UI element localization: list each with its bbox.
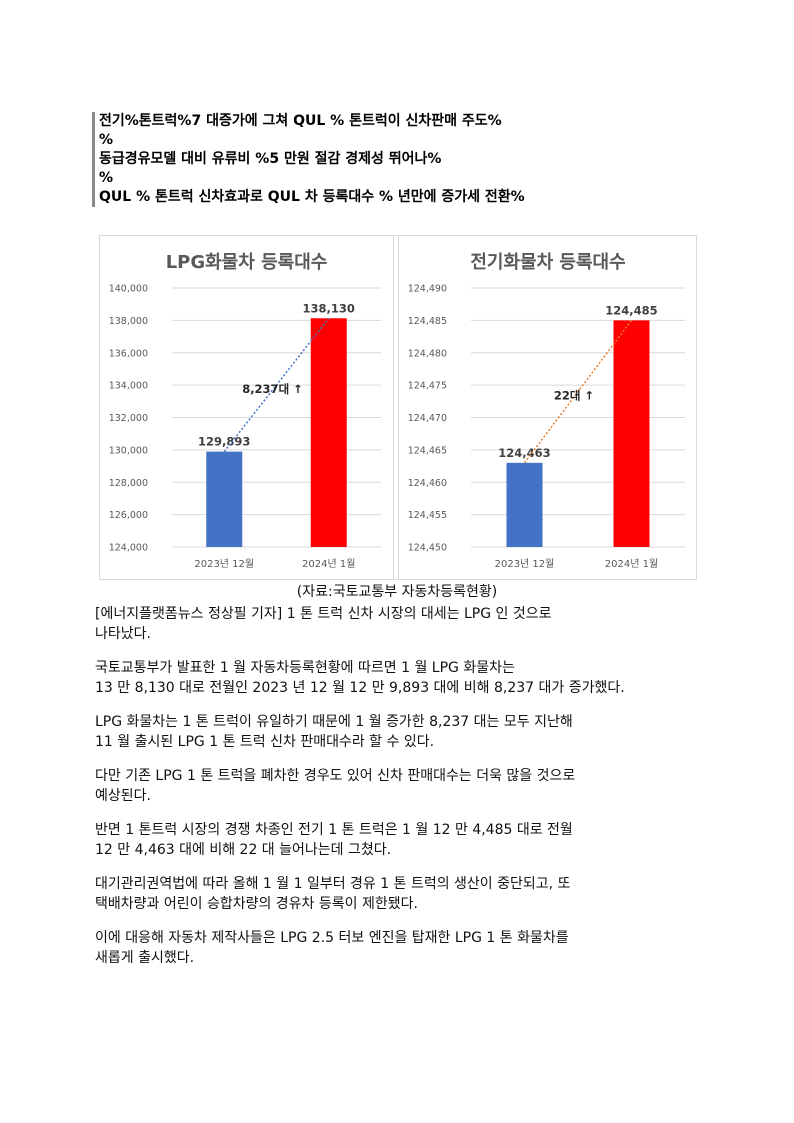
- paragraph-5-line-1: 반면 1 톤트럭 시장의 경쟁 차종인 전기 1 톤 트럭은 1 월 12 만 …: [95, 822, 573, 838]
- figure-caption: (자료:국토교통부 자동차등록현황): [296, 584, 498, 600]
- paragraph-7-line-2: 새롭게 출시했다.: [95, 950, 195, 966]
- paragraph-6-line-1: 대기관리권역법에 따라 올해 1 월 1 일부터 경유 1 톤 트럭의 생산이 …: [95, 876, 571, 892]
- headline-line-1: 전기%톤트럭%7 대증가에 그쳐 QUL % 톤트럭이 신차판매 주도%: [99, 113, 502, 129]
- data-label: 129,893: [198, 435, 250, 449]
- paragraph-6-line-2: 택배차량과 어린이 승합차량의 경유차 등록이 제한됐다.: [95, 896, 418, 912]
- electric-bar-chart: 전기화물차 등록대수 124,450 124,455 124,460 124,465 12…: [408, 252, 685, 570]
- paragraph-4: 다만 기존 LPG 1 톤 트럭을 폐차한 경우도 있어 신차 판매대수는 더욱…: [95, 766, 715, 806]
- paragraph-6: 대기관리권역법에 따라 올해 1 월 1 일부터 경유 1 톤 트럭의 생산이 …: [95, 874, 715, 914]
- y-tick-label: 124,465: [408, 445, 447, 456]
- change-annotation: 8,237대 ↑: [242, 382, 303, 396]
- headline-line-4: %: [99, 170, 114, 186]
- paragraph-5-line-2: 12 만 4,463 대에 비해 22 대 늘어나는데 그쳤다.: [95, 842, 392, 858]
- y-tick-label: 124,480: [408, 348, 447, 359]
- bar: [206, 451, 243, 547]
- y-tick-label: 124,485: [408, 316, 447, 327]
- bar: [613, 320, 650, 547]
- y-tick-label: 124,470: [408, 413, 447, 424]
- y-tick-label: 132,000: [109, 413, 148, 424]
- x-tick-label: 2024년 1월: [302, 558, 355, 570]
- y-tick-label: 140,000: [109, 284, 148, 295]
- paragraph-2: 국토교통부가 발표한 1 월 자동차등록현황에 따르면 1 월 LPG 화물차는…: [95, 658, 715, 698]
- paragraph-2-line-2: 13 만 8,130 대로 전월인 2023 년 12 월 12 만 9,893…: [95, 680, 625, 696]
- y-tick-label: 138,000: [109, 316, 148, 327]
- y-tick-label: 124,455: [408, 510, 447, 521]
- y-tick-label: 126,000: [109, 510, 148, 521]
- trend-line: [223, 317, 330, 453]
- paragraph-1-line-1: [에너지플랫폼뉴스 정상필 기자] 1 톤 트럭 신차 시장의 대세는 LPG …: [95, 606, 552, 622]
- data-label: 124,485: [605, 303, 657, 317]
- paragraph-1: [에너지플랫폼뉴스 정상필 기자] 1 톤 트럭 신차 시장의 대세는 LPG …: [95, 604, 715, 644]
- headline-line-2: %: [99, 132, 114, 148]
- y-tick-label: 134,000: [109, 381, 148, 392]
- headline-line-3: 동급경유모델 대비 유류비 %5 만원 절감 경제성 뛰어나%: [99, 151, 442, 167]
- paragraph-3: LPG 화물차는 1 톤 트럭이 유일하기 때문에 1 월 증가한 8,237 …: [95, 712, 715, 752]
- paragraph-4-line-2: 예상된다.: [95, 788, 151, 804]
- y-tick-label: 124,450: [408, 543, 447, 554]
- paragraph-7-line-1: 이에 대응해 자동차 제작사들은 LPG 2.5 터보 엔진을 탑재한 LPG …: [95, 930, 569, 946]
- paragraph-3-line-2: 11 월 출시된 LPG 1 톤 트럭 신차 판매대수라 할 수 있다.: [95, 734, 435, 750]
- paragraph-7: 이에 대응해 자동차 제작사들은 LPG 2.5 터보 엔진을 탑재한 LPG …: [95, 928, 715, 968]
- chart-title: LPG화물차 등록대수: [166, 252, 328, 273]
- paragraph-5: 반면 1 톤트럭 시장의 경쟁 차종인 전기 1 톤 트럭은 1 월 12 만 …: [95, 820, 715, 860]
- paragraph-2-line-1: 국토교통부가 발표한 1 월 자동차등록현황에 따르면 1 월 LPG 화물차는: [95, 660, 515, 676]
- bar: [506, 462, 543, 547]
- data-label: 138,130: [303, 301, 355, 315]
- y-tick-label: 124,000: [109, 543, 148, 554]
- headline-block: 전기%톤트럭%7 대증가에 그쳐 QUL % 톤트럭이 신차판매 주도% % 동…: [92, 112, 719, 207]
- y-tick-label: 136,000: [109, 348, 148, 359]
- x-tick-label: 2023년 12월: [194, 558, 254, 570]
- y-tick-label: 124,475: [408, 381, 447, 392]
- y-tick-label: 124,490: [408, 284, 447, 295]
- headline-line-5: QUL % 톤트럭 신차효과로 QUL 차 등록대수 % 년만에 증가세 전환%: [99, 189, 525, 205]
- x-tick-label: 2024년 1월: [605, 558, 658, 570]
- paragraph-3-line-1: LPG 화물차는 1 톤 트럭이 유일하기 때문에 1 월 증가한 8,237 …: [95, 714, 573, 730]
- paragraph-4-line-1: 다만 기존 LPG 1 톤 트럭을 폐차한 경우도 있어 신차 판매대수는 더욱…: [95, 768, 576, 784]
- article-body: [에너지플랫폼뉴스 정상필 기자] 1 톤 트럭 신차 시장의 대세는 LPG …: [95, 604, 715, 982]
- lpg-bar-chart: LPG화물차 등록대수 124,000 126,000 128,000 130,000 1…: [109, 252, 381, 570]
- paragraph-1-line-2: 나타났다.: [95, 626, 151, 642]
- y-tick-label: 128,000: [109, 478, 148, 489]
- trend-line: [523, 319, 633, 464]
- y-tick-label: 124,460: [408, 478, 447, 489]
- x-tick-label: 2023년 12월: [495, 558, 555, 570]
- lpg-chart-panel: LPG화물차 등록대수 124,000 126,000 128,000 130,000 1…: [100, 236, 394, 579]
- y-tick-label: 130,000: [109, 445, 148, 456]
- chart-figure: LPG화물차 등록대수 124,000 126,000 128,000 130,000 1…: [99, 235, 697, 580]
- bar: [310, 318, 347, 547]
- chart-title: 전기화물차 등록대수: [470, 252, 625, 273]
- data-label: 124,463: [498, 446, 550, 460]
- change-annotation: 22대 ↑: [554, 389, 594, 403]
- electric-chart-panel: 전기화물차 등록대수 124,450 124,455 124,460 124,465 12…: [398, 236, 697, 579]
